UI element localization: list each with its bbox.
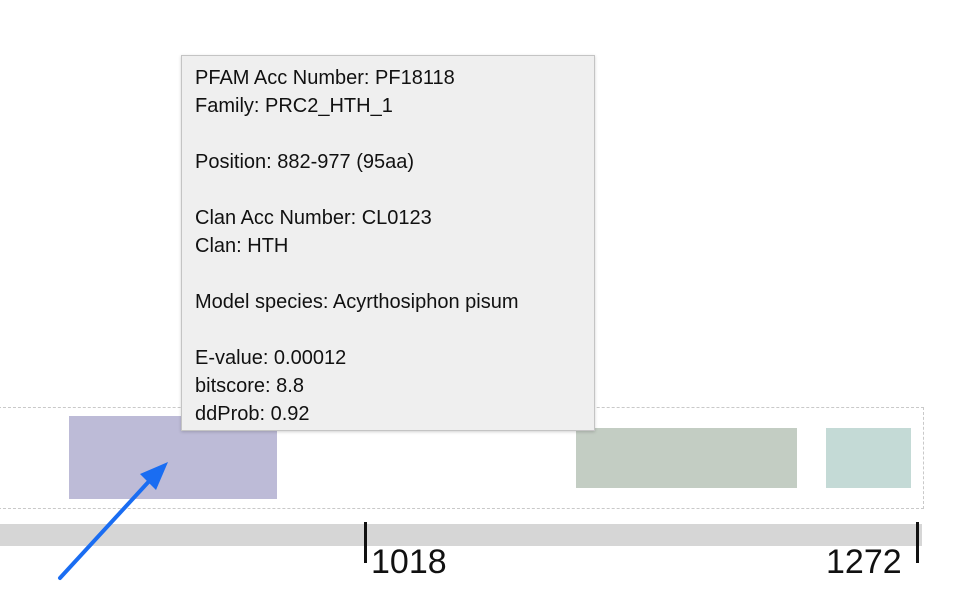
position-ruler bbox=[0, 524, 922, 546]
ruler-label-1272: 1272 bbox=[826, 543, 902, 581]
ruler-tick-1018 bbox=[364, 522, 367, 563]
tooltip-ddprob: ddProb: 0.92 bbox=[195, 403, 310, 425]
tooltip-pfam-acc: PFAM Acc Number: PF18118 bbox=[195, 67, 455, 89]
domain-block-2[interactable] bbox=[576, 428, 797, 488]
tooltip-bitscore: bitscore: 8.8 bbox=[195, 375, 304, 397]
tooltip-spacer bbox=[195, 120, 594, 148]
tooltip-spacer bbox=[195, 176, 594, 204]
tooltip-family: Family: PRC2_HTH_1 bbox=[195, 95, 393, 117]
tooltip-model-species: Model species: Acyrthosiphon pisum bbox=[195, 291, 519, 313]
tooltip-spacer bbox=[195, 316, 594, 344]
domain-tooltip: PFAM Acc Number: PF18118 Family: PRC2_HT… bbox=[181, 55, 595, 431]
domain-block-3[interactable] bbox=[826, 428, 911, 488]
tooltip-spacer bbox=[195, 260, 594, 288]
tooltip-position: Position: 882-977 (95aa) bbox=[195, 151, 415, 173]
ruler-tick-1272 bbox=[916, 522, 919, 563]
tooltip-clan-acc: Clan Acc Number: CL0123 bbox=[195, 207, 432, 229]
tooltip-clan: Clan: HTH bbox=[195, 235, 289, 257]
tooltip-evalue: E-value: 0.00012 bbox=[195, 347, 347, 369]
ruler-label-1018: 1018 bbox=[371, 543, 447, 581]
